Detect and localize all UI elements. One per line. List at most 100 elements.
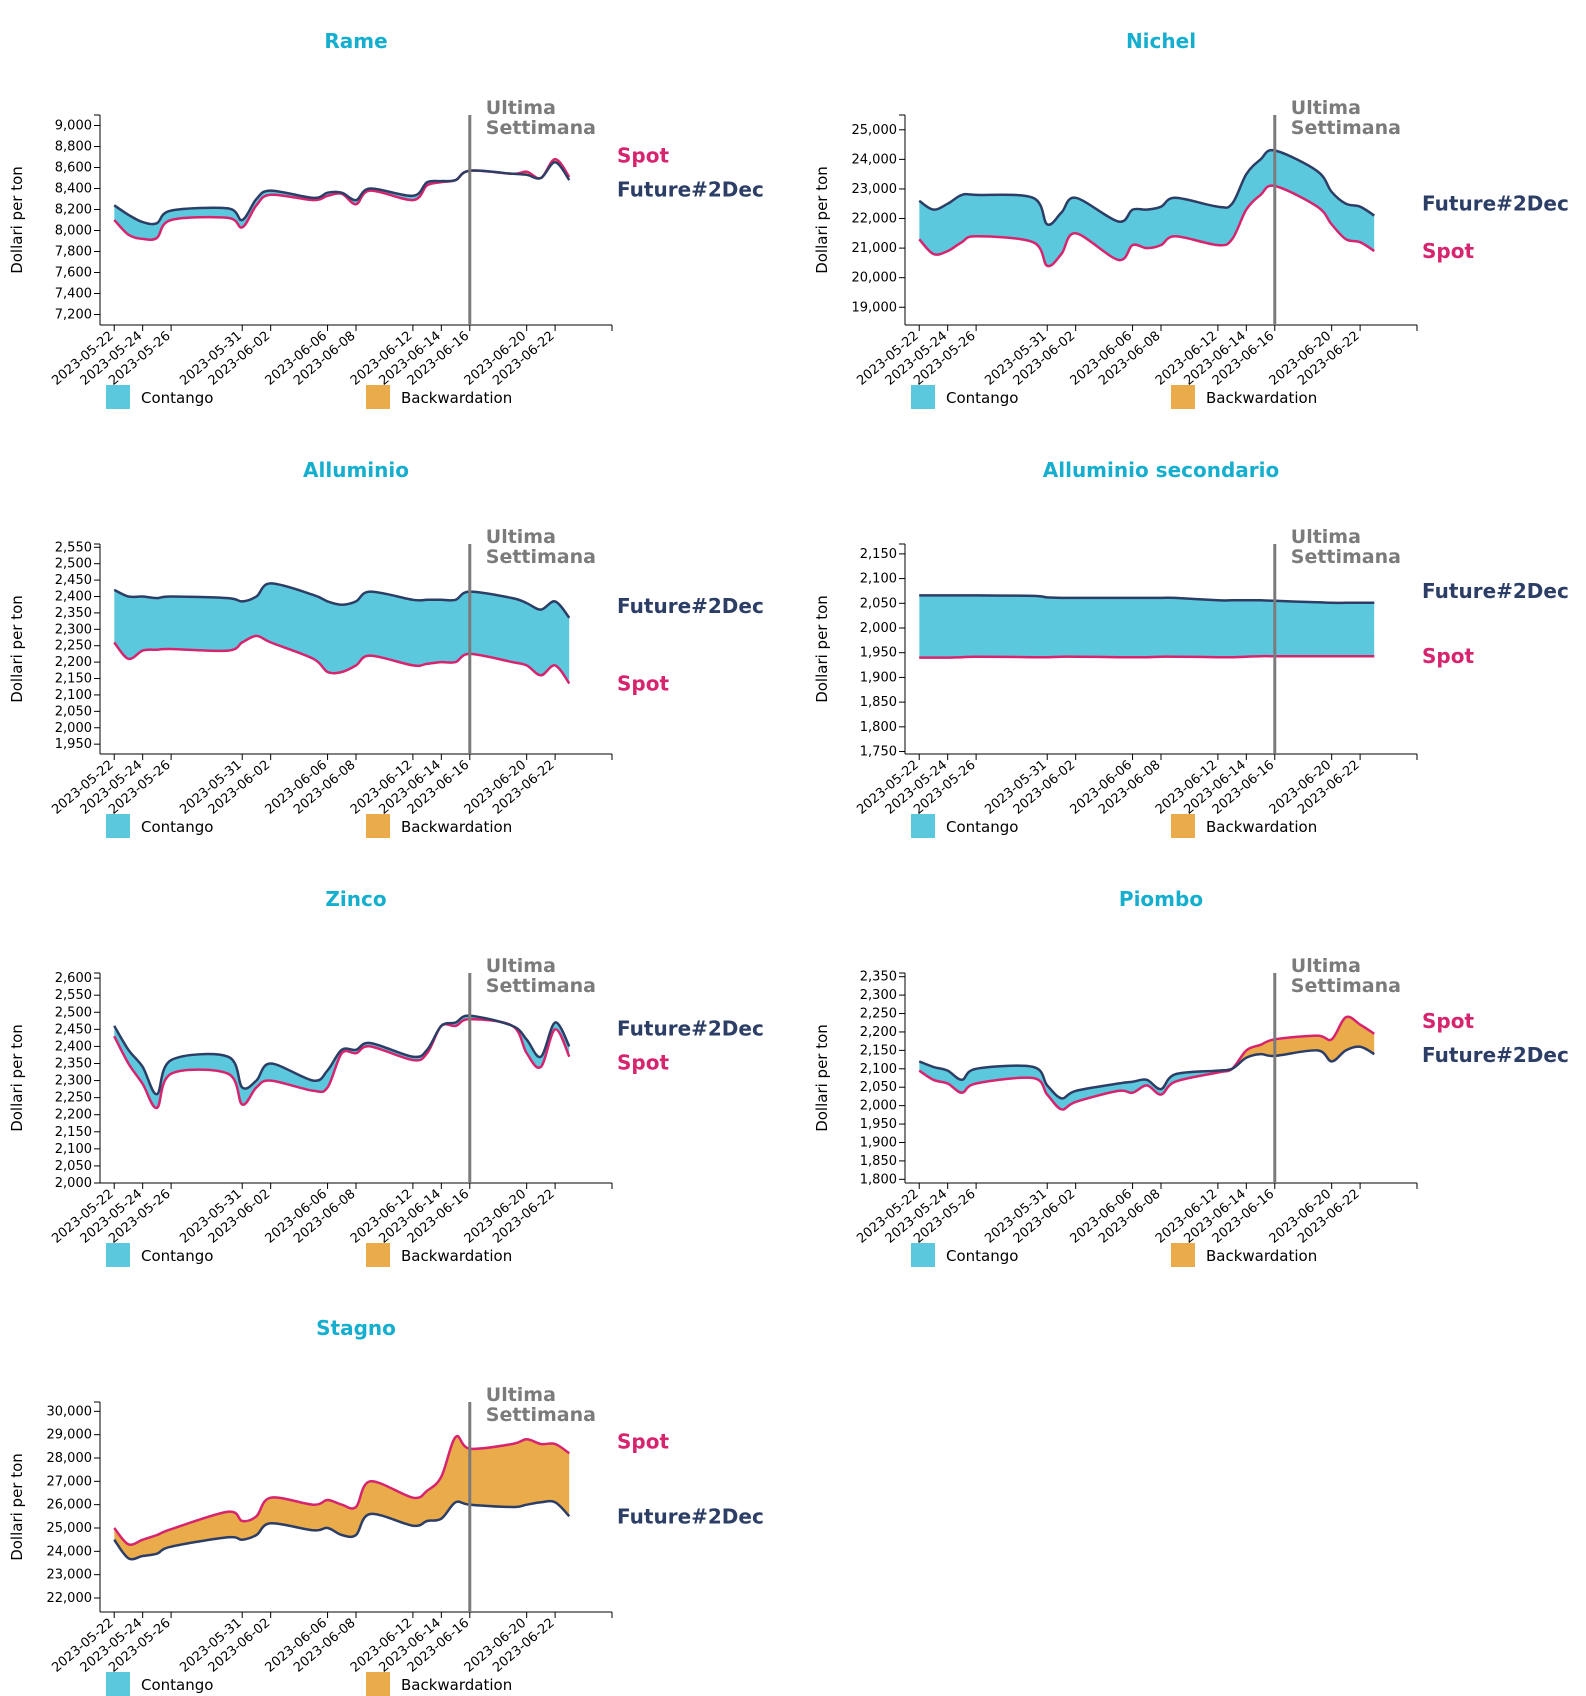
y-tick-label: 25,000	[47, 1521, 93, 1536]
spot-end-label: Spot	[617, 1051, 669, 1075]
y-tick-label: 8,000	[55, 224, 92, 239]
y-tick-label: 23,000	[47, 1568, 93, 1583]
legend-swatch-backwardation	[1171, 385, 1195, 409]
marker-label-line1: Ultima	[486, 955, 556, 977]
chart-panel-stagno: Stagno 22,000 23,000 24,000 25,000 26,000 27,0…	[8, 1316, 764, 1696]
chart-panel-zinco: Zinco 2,000 2,050 2,100 2,150 2,200 2,250 2,300…	[8, 887, 764, 1267]
spot-end-label: Spot	[617, 1429, 669, 1453]
y-tick-label: 29,000	[47, 1428, 93, 1443]
marker-label-line1: Ultima	[486, 1384, 556, 1406]
y-tick-label: 2,450	[55, 573, 92, 588]
future-line	[113, 1499, 571, 1561]
y-tick-label: 2,050	[55, 1159, 92, 1174]
y-axis-label: Dollari per ton	[813, 166, 831, 274]
legend-swatch-backwardation	[366, 385, 390, 409]
spot-end-label: Spot	[617, 671, 669, 695]
y-tick-label: 1,900	[860, 670, 897, 685]
legend-label-contango: Contango	[946, 389, 1018, 407]
y-tick-label: 2,150	[55, 672, 92, 687]
chart-title: Alluminio secondario	[1043, 458, 1280, 482]
y-tick-label: 2,000	[55, 721, 92, 736]
y-tick-label: 2,300	[55, 622, 92, 637]
y-tick-label: 28,000	[47, 1451, 93, 1466]
legend-label-contango: Contango	[946, 818, 1018, 836]
future-end-label: Future#2Dec	[617, 1017, 764, 1041]
legend-swatch-backwardation	[366, 814, 390, 838]
future-line	[113, 1014, 571, 1096]
legend-label-contango: Contango	[141, 1676, 213, 1694]
future-line	[918, 148, 1375, 227]
legend-label-contango: Contango	[946, 1247, 1018, 1265]
y-tick-label: 1,800	[860, 720, 897, 735]
y-tick-label: 7,200	[55, 308, 92, 323]
legend-label-backwardation: Backwardation	[401, 1247, 512, 1265]
marker-label-line1: Ultima	[486, 97, 556, 119]
y-tick-label: 8,600	[55, 161, 92, 176]
y-tick-label: 2,400	[55, 590, 92, 605]
future-end-label: Future#2Dec	[617, 178, 764, 202]
spot-end-label: Spot	[1422, 239, 1474, 263]
marker-label-line2: Settimana	[1291, 546, 1401, 568]
y-axis-label: Dollari per ton	[8, 1453, 26, 1561]
y-tick-label: 1,900	[860, 1135, 897, 1150]
legend-label-contango: Contango	[141, 1247, 213, 1265]
y-tick-label: 25,000	[852, 123, 898, 138]
y-tick-label: 2,250	[860, 1007, 897, 1022]
chart-title: Zinco	[325, 887, 386, 911]
y-tick-label: 2,100	[860, 1062, 897, 1077]
y-tick-label: 8,400	[55, 182, 92, 197]
y-tick-label: 2,200	[55, 1108, 92, 1123]
marker-label-line1: Ultima	[1291, 955, 1361, 977]
y-tick-label: 7,600	[55, 266, 92, 281]
marker-label-line2: Settimana	[1291, 975, 1401, 997]
legend-label-backwardation: Backwardation	[401, 1676, 512, 1694]
y-tick-label: 2,000	[860, 621, 897, 636]
y-tick-label: 2,200	[55, 655, 92, 670]
legend-label-contango: Contango	[141, 389, 213, 407]
legend-swatch-contango	[106, 814, 130, 838]
y-tick-label: 1,950	[860, 1117, 897, 1132]
y-tick-label: 8,800	[55, 140, 92, 155]
legend-swatch-backwardation	[366, 1243, 390, 1267]
legend-swatch-contango	[911, 385, 935, 409]
future-line	[113, 582, 571, 619]
y-tick-label: 1,950	[860, 646, 897, 661]
spot-line	[113, 1434, 571, 1546]
legend-label-backwardation: Backwardation	[1206, 389, 1317, 407]
chart-title: Piombo	[1119, 887, 1203, 911]
y-tick-label: 2,400	[55, 1039, 92, 1054]
legend-label-backwardation: Backwardation	[1206, 818, 1317, 836]
y-tick-label: 2,100	[55, 1142, 92, 1157]
chart-title: Nichel	[1126, 29, 1196, 53]
y-axis-label: Dollari per ton	[8, 1024, 26, 1132]
future-end-label: Future#2Dec	[1422, 192, 1569, 216]
legend-swatch-contango	[106, 1243, 130, 1267]
y-tick-label: 2,100	[55, 688, 92, 703]
y-tick-label: 2,500	[55, 1005, 92, 1020]
y-tick-label: 2,350	[55, 1056, 92, 1071]
y-tick-label: 2,450	[55, 1022, 92, 1037]
chart-panel-rame: Rame 7,200 7,400 7,600 7,800 8,000 8,200 8,400 8…	[8, 29, 764, 409]
marker-label-line2: Settimana	[486, 117, 596, 139]
y-tick-label: 1,850	[860, 1154, 897, 1169]
future-line	[113, 161, 571, 226]
spot-line	[113, 634, 571, 685]
spot-line	[113, 157, 571, 241]
y-tick-label: 2,250	[55, 1091, 92, 1106]
y-tick-label: 30,000	[47, 1404, 93, 1419]
chart-title: Stagno	[316, 1316, 396, 1340]
y-tick-label: 2,150	[55, 1125, 92, 1140]
y-axis-label: Dollari per ton	[8, 166, 26, 274]
contango-area	[114, 583, 570, 684]
legend-swatch-contango	[911, 814, 935, 838]
y-tick-label: 2,050	[860, 1080, 897, 1095]
future-line	[919, 594, 1375, 605]
y-tick-label: 24,000	[852, 152, 898, 167]
y-tick-label: 2,150	[860, 1043, 897, 1058]
chart-panel-alluminio-secondario: Alluminio secondario 1,750 1,800 1,850 1,900…	[813, 458, 1569, 838]
marker-label-line2: Settimana	[486, 1404, 596, 1426]
y-tick-label: 2,250	[55, 639, 92, 654]
y-tick-label: 27,000	[47, 1474, 93, 1489]
marker-label-line2: Settimana	[486, 975, 596, 997]
